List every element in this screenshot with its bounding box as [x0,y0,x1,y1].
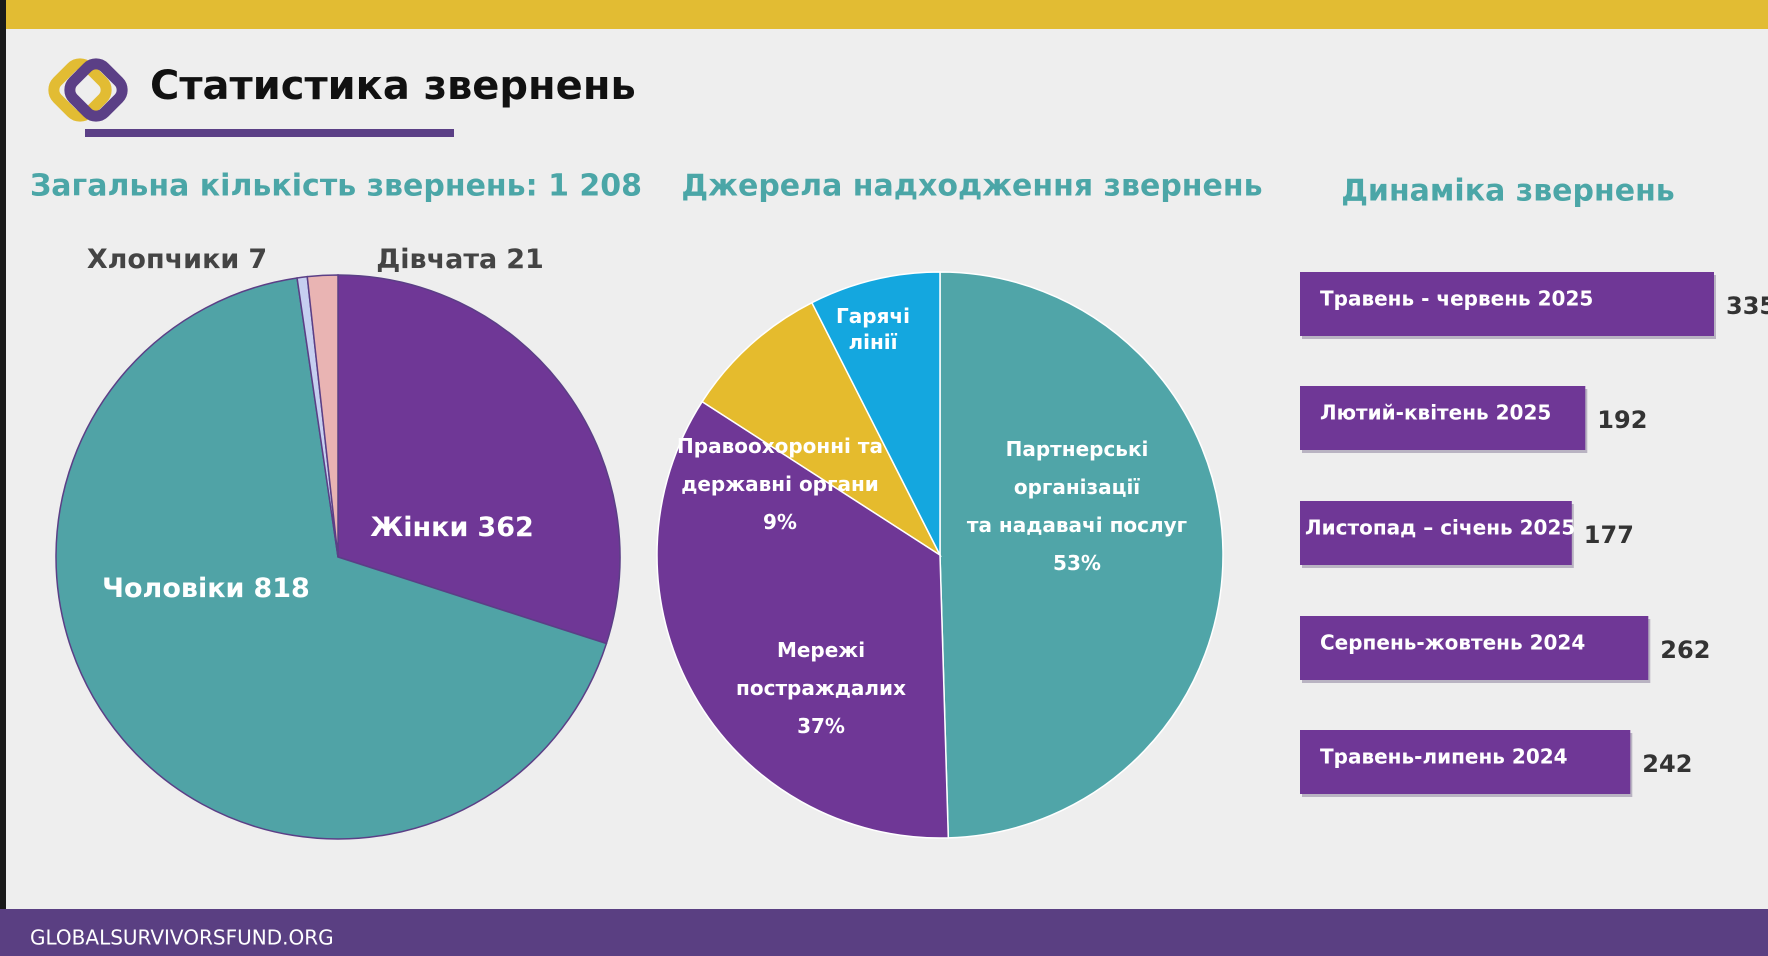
logo [48,58,128,122]
slice-value: 37% [797,714,845,738]
pie-slice [656,400,950,839]
chart-title: Динаміка звернень [1341,174,1675,209]
slice-name: Дівчата [376,244,497,275]
pie-slice [939,271,1224,839]
bar-category: Травень-липень 2024 [1320,745,1568,769]
top-band [0,0,1768,29]
pie-slice [55,277,608,840]
slice-label: Гарячі лінії [836,303,910,355]
slice-value: 21 [506,244,544,275]
pie-slice [810,271,941,556]
footer-url: GLOBALSURVIVORSFUND.ORG [30,926,334,950]
slice-label: Чоловіки 818 [102,573,310,604]
slice-name-line: лінії [848,330,898,354]
slice-name-line: Гарячі [836,304,910,328]
slice-name-line: Правоохоронні та [677,434,883,458]
slice-label: Дівчата 21 [376,244,544,275]
slice-name-line: постраждалих [736,676,906,700]
left-edge [0,0,6,956]
chart-title: Загальна кількість звернень: 1 208 [30,169,642,204]
bar-category: Лютий-квітень 2025 [1320,401,1551,425]
slice-label: Жінки 362 [370,512,534,543]
pie-slice [337,274,621,645]
bar [1300,616,1649,680]
slice-name-line: Мережі [776,638,866,662]
pie-slice [306,274,339,558]
slice-value: 53% [1053,551,1101,575]
footer-band [0,909,1768,956]
slice-name: Жінки [370,512,468,543]
bar-value: 192 [1597,406,1647,434]
slice-label: Мережі постраждалих 37% [736,631,906,745]
bar-category: Серпень-жовтень 2024 [1320,631,1585,655]
slice-value: 9% [763,510,797,534]
slice-label: Хлопчики 7 [87,244,267,275]
slide-title: Статистика звернень [150,63,636,109]
slice-label: Правоохоронні та державні органи 9% [677,427,883,541]
slice-name-line: Партнерські [1005,437,1149,461]
bar-category: Листопад – січень 2025 [1305,516,1575,540]
bar-category: Травень - червень 2025 [1320,287,1593,311]
bar-value: 262 [1660,636,1710,664]
slice-value: 7 [248,244,267,275]
slice-name: Хлопчики [87,244,240,275]
slice-name-line: організації [1013,475,1141,499]
bar [1300,730,1631,794]
title-underline [85,129,454,137]
pie-slice [701,301,942,558]
bar-value: 335 [1726,292,1768,320]
slice-name: Чоловіки [102,573,244,604]
bar [1300,386,1586,450]
slice-value: 818 [253,573,309,604]
bar [1300,272,1714,336]
slice-label: Партнерські організації та надавачі послуг… [967,430,1187,582]
slice-name-line: державні органи [681,472,879,496]
bar-value: 242 [1642,750,1692,778]
bar [1300,501,1572,565]
bar-value: 177 [1584,521,1634,549]
chart-title: Джерела надходження звернень [681,169,1262,204]
slice-name-line: та надавачі послуг [966,513,1188,537]
slice-value: 362 [477,512,533,543]
